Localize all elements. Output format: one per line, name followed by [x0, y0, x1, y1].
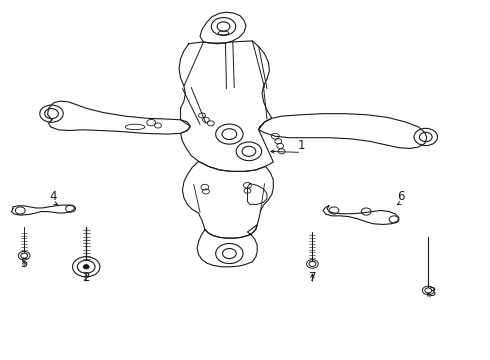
Circle shape — [425, 288, 432, 293]
Polygon shape — [197, 225, 257, 267]
Text: 2: 2 — [82, 271, 90, 284]
Polygon shape — [182, 161, 273, 238]
Text: 7: 7 — [309, 271, 316, 284]
Text: 3: 3 — [428, 287, 435, 300]
Text: 1: 1 — [297, 139, 305, 152]
Polygon shape — [48, 101, 190, 134]
Polygon shape — [200, 12, 246, 44]
Polygon shape — [247, 184, 267, 204]
Polygon shape — [179, 41, 273, 171]
Polygon shape — [323, 206, 399, 225]
Polygon shape — [11, 205, 75, 215]
Text: 6: 6 — [397, 190, 405, 203]
Circle shape — [77, 260, 95, 273]
Polygon shape — [259, 114, 427, 148]
Circle shape — [21, 253, 27, 258]
Circle shape — [83, 265, 89, 269]
Circle shape — [309, 261, 316, 266]
Text: 4: 4 — [49, 190, 57, 203]
Text: 5: 5 — [21, 257, 28, 270]
